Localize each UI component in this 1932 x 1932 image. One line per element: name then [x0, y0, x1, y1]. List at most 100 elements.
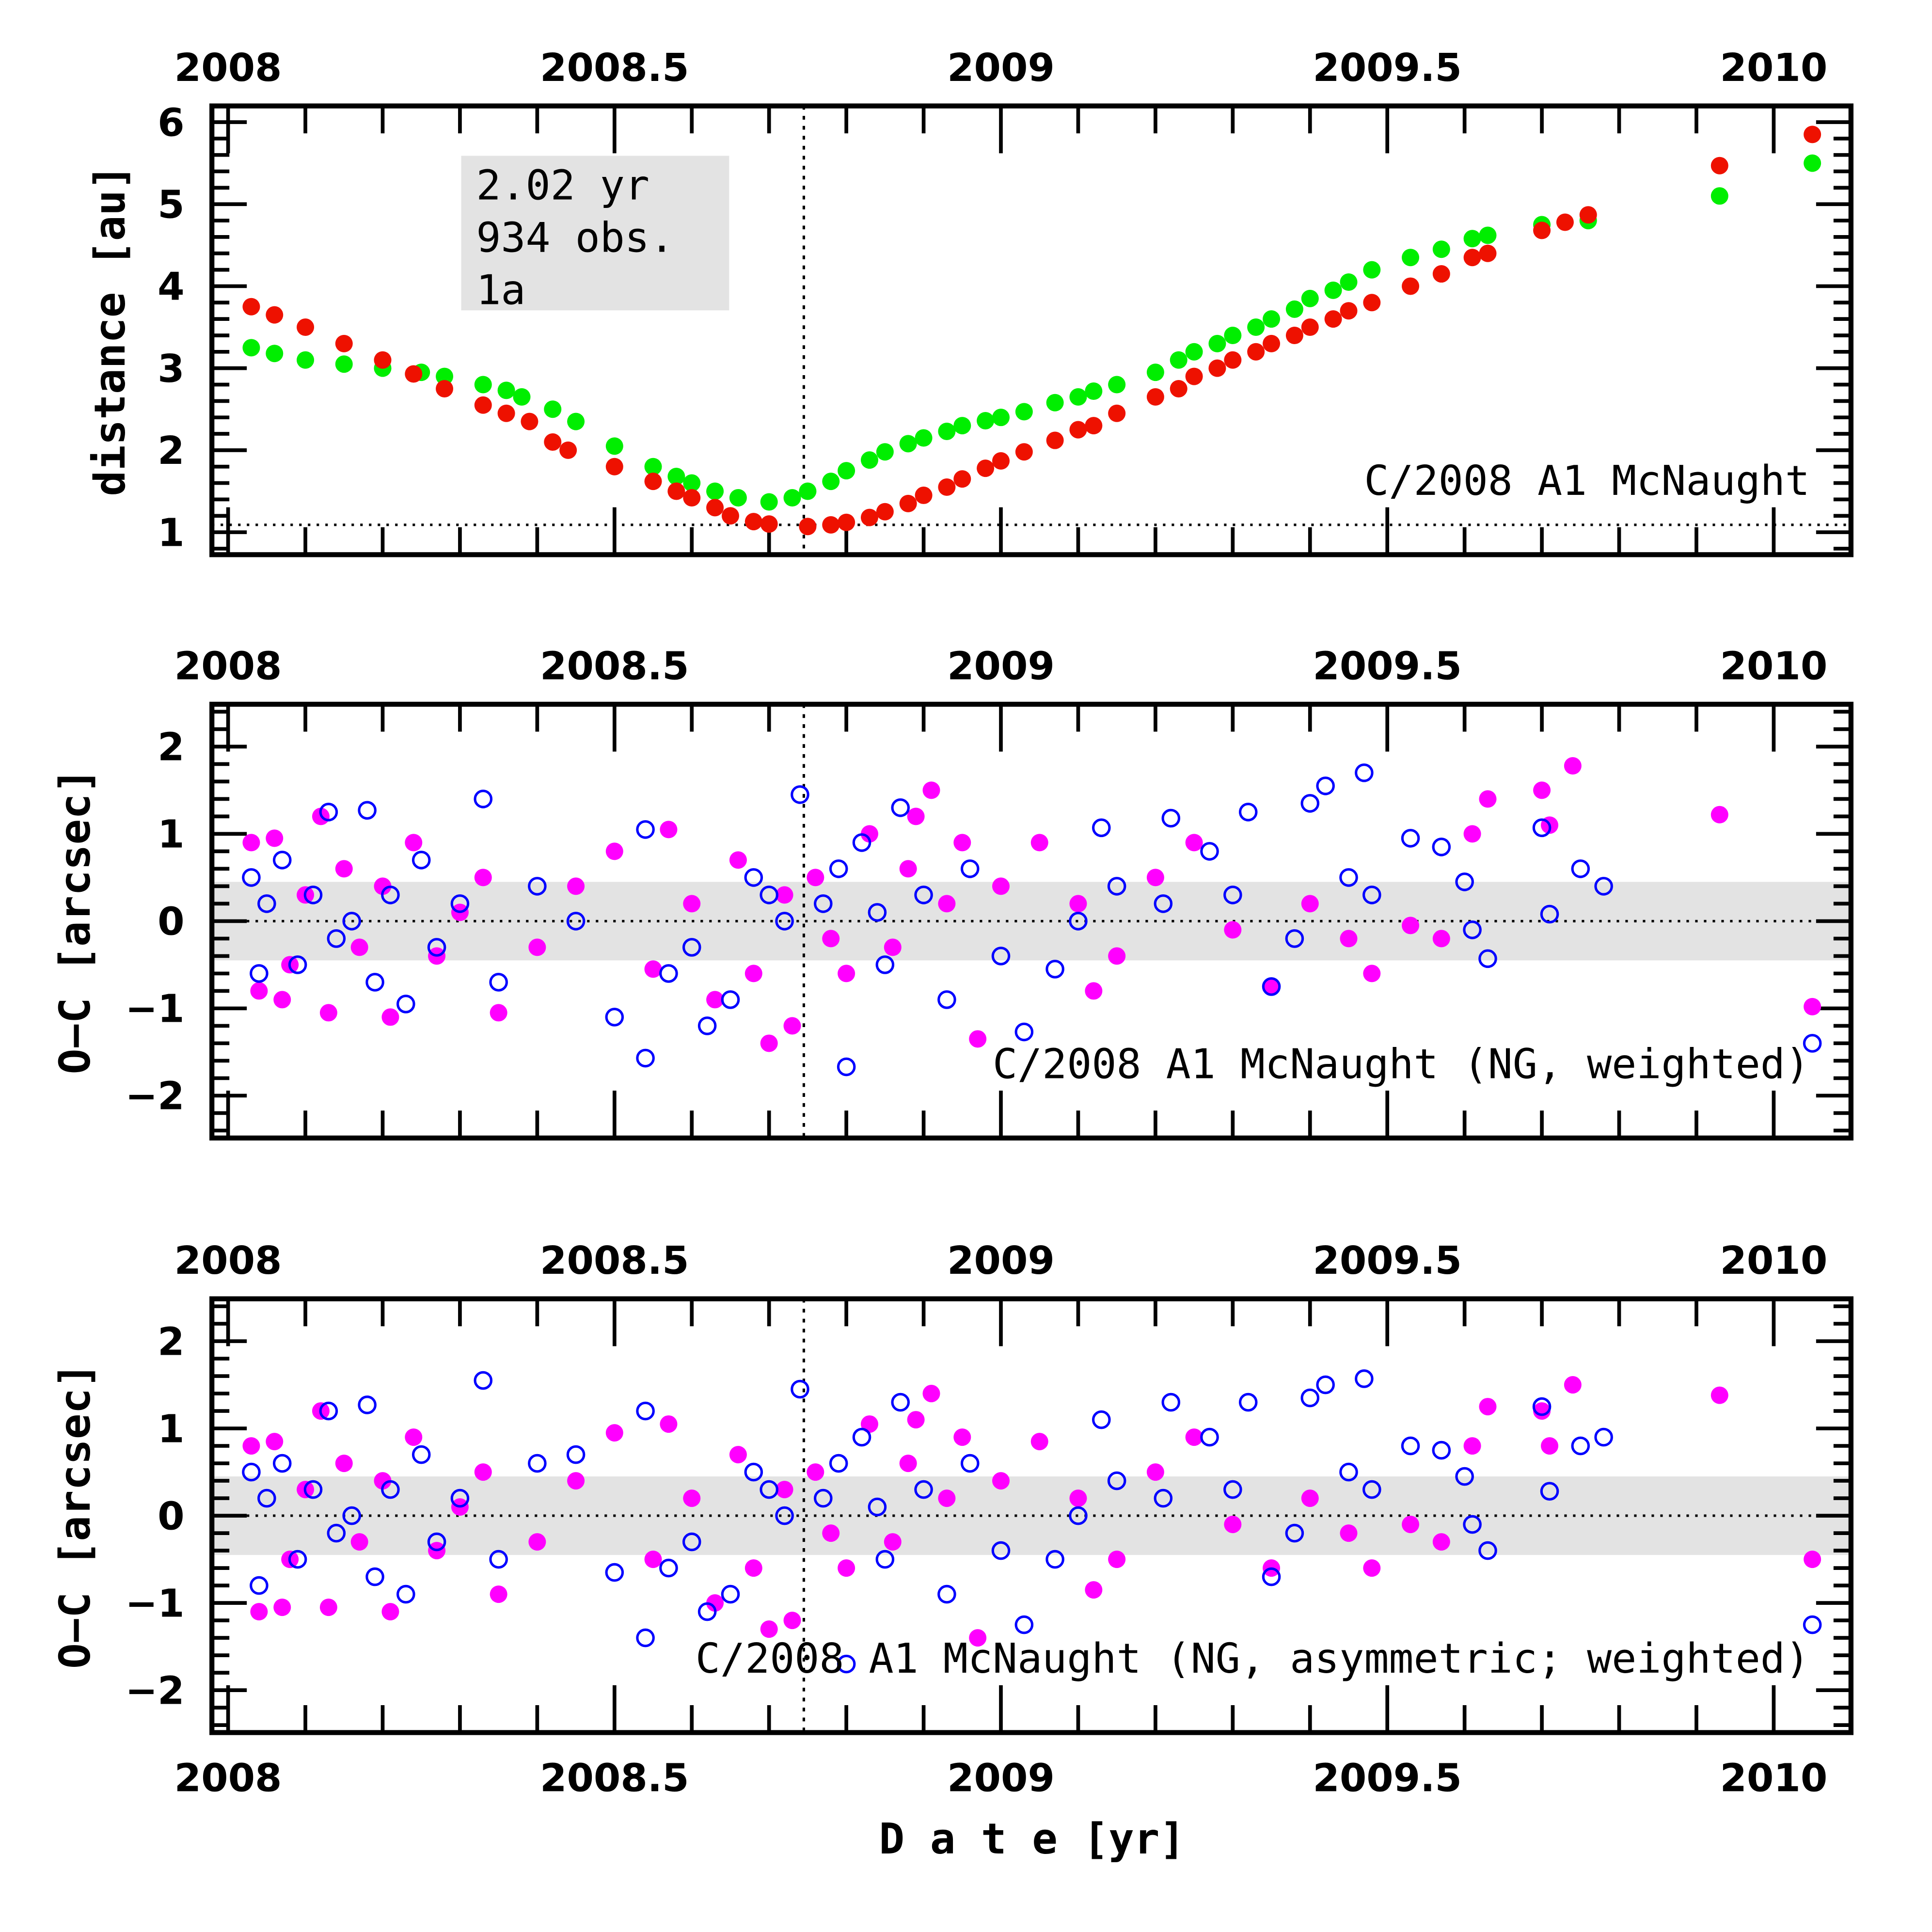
point-green — [915, 429, 933, 447]
point-magenta — [490, 1004, 507, 1022]
x-tick-label: 2008.5 — [540, 1238, 689, 1283]
point-blue — [868, 1497, 887, 1517]
point-magenta — [760, 1620, 778, 1638]
y-axis-label: O−C [arcsec] — [50, 1362, 100, 1669]
y-tick-label: 4 — [158, 264, 184, 309]
point-blue — [1161, 808, 1181, 828]
point-red — [521, 412, 538, 430]
point-blue — [412, 1445, 431, 1464]
point-blue — [327, 929, 346, 948]
point-magenta — [374, 1472, 392, 1490]
panel-3: 2008 2008.5 2009 2009.5 2010 −2 −1 0 1 2 O−C [arcs… — [50, 1238, 1853, 1864]
point-blue — [1154, 894, 1173, 913]
point-blue — [636, 1401, 655, 1421]
point-green — [474, 376, 492, 394]
point-magenta — [953, 1428, 971, 1446]
point-blue — [1300, 794, 1320, 813]
point-blue — [1463, 1515, 1482, 1534]
object-label: C/2008 A1 McNaught (NG, weighted) — [993, 1040, 1810, 1088]
point-magenta — [922, 781, 940, 799]
point-green — [992, 409, 1010, 427]
point-red — [474, 396, 492, 414]
point-blue — [1540, 1482, 1559, 1501]
point-blue — [1355, 1369, 1374, 1388]
point-blue — [791, 1379, 809, 1399]
point-blue — [450, 894, 470, 913]
point-magenta — [744, 965, 762, 982]
point-red — [860, 508, 878, 526]
point-blue — [242, 868, 261, 887]
point-green — [1146, 364, 1164, 381]
info-line: 934 obs. — [476, 214, 674, 262]
point-blue — [342, 912, 361, 931]
point-blue — [744, 1462, 763, 1482]
x-tick-label: 2009.5 — [1313, 45, 1462, 90]
point-magenta — [1533, 1402, 1551, 1420]
point-red — [405, 365, 423, 383]
point-green — [544, 400, 562, 418]
point-magenta — [528, 1533, 546, 1551]
point-green — [297, 351, 315, 369]
point-magenta — [242, 1437, 260, 1455]
point-blue — [1432, 838, 1451, 856]
point-green — [822, 473, 840, 491]
y-tick-label: −2 — [125, 1668, 184, 1713]
point-blue — [303, 1480, 323, 1499]
point-magenta — [1340, 1524, 1358, 1542]
point-magenta — [350, 938, 368, 956]
point-magenta — [899, 1455, 917, 1473]
point-blue — [1594, 877, 1613, 896]
point-magenta — [266, 829, 284, 847]
point-magenta — [1710, 806, 1728, 823]
point-red — [436, 380, 454, 397]
point-magenta — [1146, 869, 1164, 887]
point-blue — [1803, 1034, 1822, 1053]
point-red — [760, 515, 778, 533]
point-green — [729, 489, 747, 507]
point-magenta — [922, 1385, 940, 1403]
point-green — [1069, 388, 1087, 406]
point-magenta — [744, 1559, 762, 1577]
point-green — [1108, 376, 1126, 394]
point-red — [1340, 302, 1358, 320]
point-red — [953, 470, 971, 488]
point-blue — [1107, 877, 1126, 896]
point-red — [667, 482, 685, 500]
point-blue — [365, 973, 384, 992]
point-blue — [489, 973, 508, 992]
point-magenta — [953, 834, 971, 852]
point-magenta — [335, 860, 353, 878]
point-magenta — [1804, 998, 1821, 1015]
x-tick-label: 2009.5 — [1313, 644, 1462, 689]
point-blue — [427, 1532, 446, 1552]
point-green — [1285, 300, 1303, 318]
point-blue — [1045, 960, 1064, 979]
point-red — [992, 452, 1010, 470]
plot-frame — [209, 1296, 1853, 1735]
point-blue — [1285, 1523, 1304, 1543]
point-blue — [1594, 1427, 1613, 1447]
point-magenta — [660, 1415, 678, 1433]
point-magenta — [319, 1004, 337, 1022]
point-red — [1402, 277, 1420, 295]
point-red — [1015, 443, 1033, 461]
point-magenta — [1069, 1489, 1087, 1507]
point-magenta — [884, 1533, 902, 1551]
point-blue — [358, 801, 377, 820]
point-blue — [1803, 1615, 1822, 1634]
point-blue — [991, 1541, 1011, 1560]
y-tick-label: 0 — [158, 899, 184, 944]
point-magenta — [1463, 1437, 1481, 1455]
y-tick-label: 2 — [158, 1319, 184, 1364]
residual-band — [212, 1476, 1851, 1555]
point-magenta — [242, 834, 260, 852]
point-magenta — [1363, 965, 1381, 982]
y-tick-label: 1 — [158, 1406, 184, 1451]
info-line: 1a — [476, 266, 525, 314]
point-magenta — [860, 1415, 878, 1433]
panel-2: 2008 2008.5 2009 2009.5 2010 −2 −1 0 1 2 O−C [arcs… — [50, 644, 1853, 1141]
point-blue — [682, 938, 701, 957]
point-magenta — [405, 834, 423, 852]
point-magenta — [335, 1455, 353, 1473]
point-magenta — [1710, 1386, 1728, 1404]
